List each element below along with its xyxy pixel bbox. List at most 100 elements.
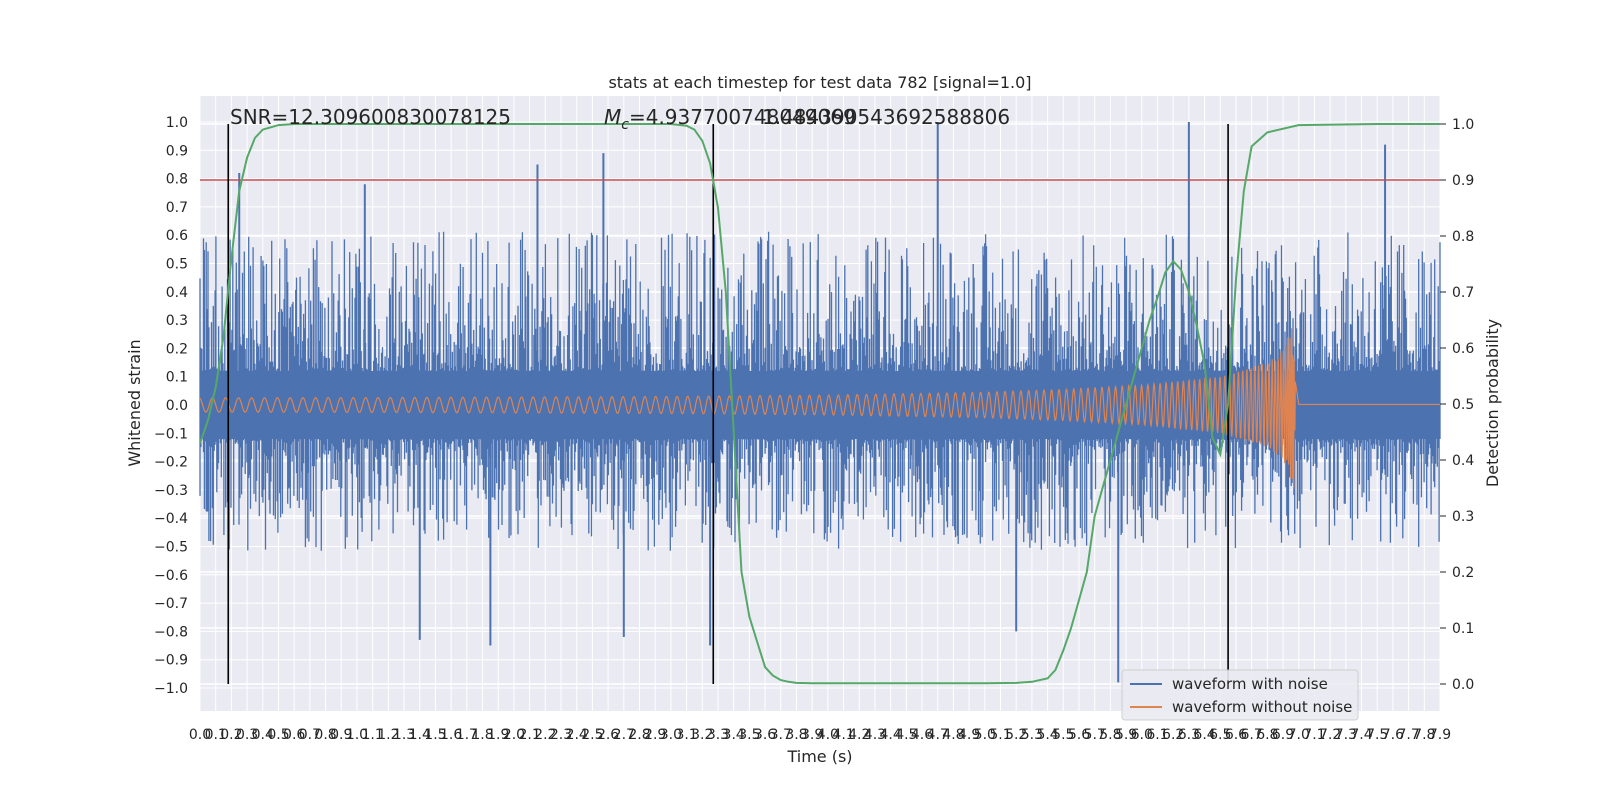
y2-tick-label: 0.5 (1452, 397, 1474, 413)
y2-tick-label: 0.0 (1452, 677, 1474, 693)
x-tick-label: 7.0 (1288, 727, 1310, 743)
x-tick-label: 5.7 (1084, 727, 1106, 743)
y2-tick-label: 0.1 (1452, 621, 1474, 637)
y2-tick-label: 0.2 (1452, 565, 1474, 581)
x-axis-ticks: 0.00.10.20.30.40.50.60.70.80.91.01.11.21… (189, 727, 1451, 743)
x-tick-label: 0.4 (252, 727, 274, 743)
x-tick-label: 2.2 (534, 727, 556, 743)
y2-axis-label: Detection probability (1483, 319, 1502, 487)
x-tick-label: 5.5 (1052, 727, 1074, 743)
x-tick-label: 3.3 (707, 727, 729, 743)
x-tick-label: 0.2 (220, 727, 242, 743)
x-tick-label: 1.6 (440, 727, 462, 743)
x-tick-label: 7.5 (1366, 727, 1388, 743)
x-tick-label: 2.1 (518, 727, 540, 743)
snr-annotation: SNR=12.309600830078125 (230, 105, 511, 129)
x-tick-label: 1.2 (377, 727, 399, 743)
x-tick-label: 1.1 (362, 727, 384, 743)
x-tick-label: 0.7 (299, 727, 321, 743)
y-tick-label: −0.4 (154, 511, 188, 527)
y2-tick-label: 0.8 (1452, 229, 1474, 245)
x-tick-label: 2.0 (503, 727, 525, 743)
y-tick-label: 0.4 (166, 285, 188, 301)
x-tick-label: 4.4 (880, 727, 902, 743)
x-tick-label: 1.9 (487, 727, 509, 743)
x-tick-label: 5.9 (1115, 727, 1137, 743)
x-tick-label: 0.9 (330, 727, 352, 743)
x-tick-label: 6.9 (1272, 727, 1294, 743)
x-tick-label: 4.7 (927, 727, 949, 743)
x-tick-label: 2.8 (628, 727, 650, 743)
x-tick-label: 5.8 (1099, 727, 1121, 743)
y2-axis-ticks: 0.0 0.1 0.2 0.3 0.4 0.5 0.6 0.7 0.8 0.9 1.0 (1440, 117, 1474, 693)
x-tick-label: 0.3 (236, 727, 258, 743)
y-tick-label: 0.5 (166, 257, 188, 273)
detection-probability-series (199, 123, 1440, 685)
x-tick-label: 0.0 (189, 727, 211, 743)
x-tick-label: 7.1 (1303, 727, 1325, 743)
probability-line (199, 123, 1440, 685)
y-tick-label: −1.0 (154, 681, 188, 697)
x-tick-label: 2.6 (597, 727, 619, 743)
x-tick-label: 5.4 (1036, 727, 1058, 743)
x-tick-label: 0.8 (314, 727, 336, 743)
x-tick-label: 4.3 (864, 727, 886, 743)
x-tick-label: 1.7 (456, 727, 478, 743)
y-tick-label: 0.0 (166, 398, 188, 414)
x-tick-label: 7.3 (1335, 727, 1357, 743)
x-tick-label: 2.9 (644, 727, 666, 743)
x-tick-label: 0.6 (283, 727, 305, 743)
x-tick-label: 5.6 (1068, 727, 1090, 743)
x-tick-label: 1.3 (393, 727, 415, 743)
x-tick-label: 6.3 (1178, 727, 1200, 743)
x-tick-label: 5.3 (1021, 727, 1043, 743)
x-tick-label: 6.4 (1193, 727, 1215, 743)
y-tick-label: 0.9 (166, 143, 188, 159)
x-tick-label: 6.2 (1162, 727, 1184, 743)
x-tick-label: 3.8 (785, 727, 807, 743)
x-tick-label: 3.7 (770, 727, 792, 743)
chart-title: stats at each timestep for test data 782… (608, 73, 1031, 92)
x-tick-label: 3.5 (738, 727, 760, 743)
x-tick-label: 3.0 (660, 727, 682, 743)
y-tick-label: 0.8 (166, 172, 188, 188)
y-tick-label: −0.1 (154, 426, 188, 442)
x-tick-label: 3.9 (801, 727, 823, 743)
y2-tick-label: 0.6 (1452, 341, 1474, 357)
x-tick-label: 4.2 (848, 727, 870, 743)
y-tick-label: 0.6 (166, 228, 188, 244)
y2-tick-label: 0.3 (1452, 509, 1474, 525)
y-tick-label: −0.7 (154, 596, 188, 612)
x-tick-label: 1.5 (424, 727, 446, 743)
x-tick-label: 7.8 (1413, 727, 1435, 743)
clean-trace (199, 328, 1440, 489)
y-tick-label: −0.8 (154, 624, 188, 640)
x-tick-label: 6.0 (1131, 727, 1153, 743)
x-tick-label: 1.0 (346, 727, 368, 743)
y-tick-label: −0.9 (154, 653, 188, 669)
x-tick-label: 2.3 (550, 727, 572, 743)
y-tick-label: −0.6 (154, 568, 188, 584)
waveform-without-noise-series (199, 328, 1440, 489)
x-tick-label: 7.2 (1319, 727, 1341, 743)
x-tick-label: 2.5 (581, 727, 603, 743)
chirp-mass-value: =4.937700748049069 (629, 105, 856, 129)
chirp-mass-subscript: c (621, 117, 629, 133)
y-axis-ticks: −1.0 −0.9 −0.8 −0.7 −0.6 −0.5 −0.4 −0.3 −0.2 −0.1… (154, 115, 188, 697)
chirp-mass-overlap-annotation: 1.484390543692588806 (762, 105, 1010, 129)
x-tick-label: 6.5 (1209, 727, 1231, 743)
x-tick-label: 4.0 (817, 727, 839, 743)
y-tick-label: −0.2 (154, 455, 188, 471)
x-tick-label: 6.7 (1241, 727, 1263, 743)
y-tick-label: 0.3 (166, 313, 188, 329)
y-axis-label: Whitened strain (125, 339, 144, 466)
x-tick-label: 5.1 (989, 727, 1011, 743)
y-tick-label: −0.3 (154, 483, 188, 499)
legend-clean-label: waveform without noise (1172, 698, 1352, 716)
x-tick-label: 0.5 (267, 727, 289, 743)
legend-box (1121, 669, 1359, 721)
x-tick-label: 3.2 (691, 727, 713, 743)
x-tick-label: 4.1 (832, 727, 854, 743)
x-tick-label: 5.2 (1005, 727, 1027, 743)
